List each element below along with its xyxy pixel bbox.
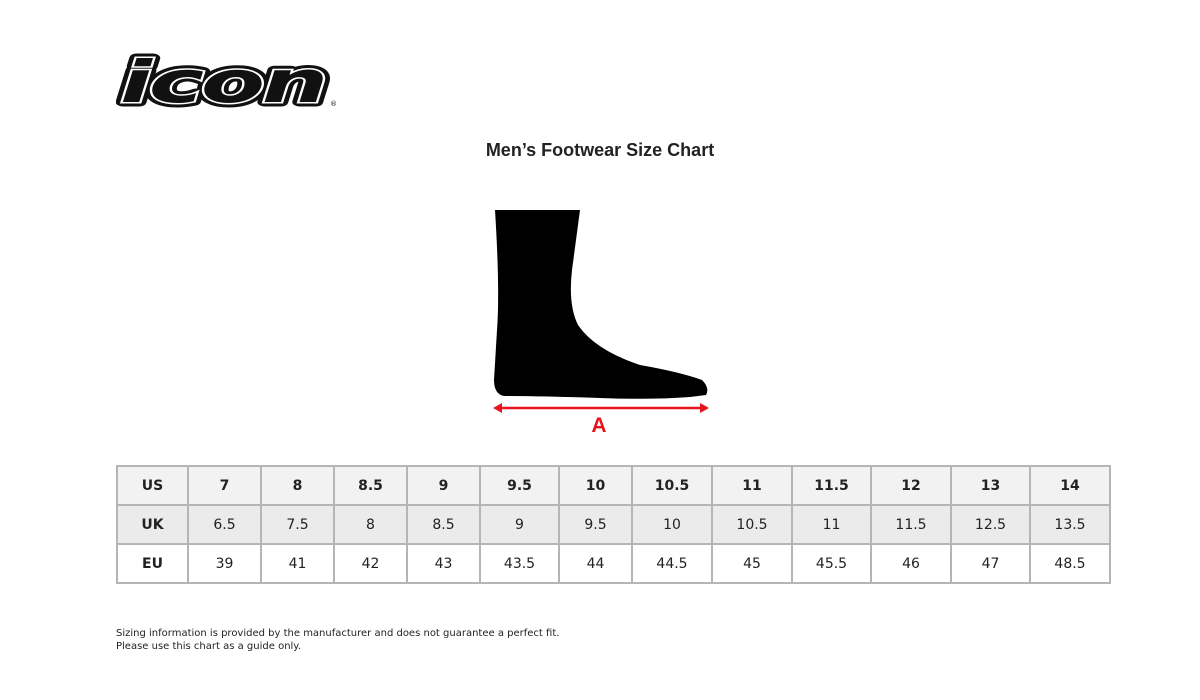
table-cell: 10.5 [711, 504, 793, 545]
table-cell: 11 [711, 465, 793, 506]
disclaimer-line-1: Sizing information is provided by the ma… [116, 628, 560, 639]
table-cell: 48.5 [1029, 543, 1111, 584]
table-cell: 11.5 [870, 504, 952, 545]
table-cell: 46 [870, 543, 952, 584]
row-header: UK [116, 504, 189, 545]
table-cell: 9 [479, 504, 560, 545]
table-cell: 13 [950, 465, 1031, 506]
table-cell: 41 [260, 543, 335, 584]
row-header: EU [116, 543, 189, 584]
table-row-uk: UK 6.5 7.5 8 8.5 9 9.5 10 10.5 11 11.5 12.5 13.5 [116, 504, 1111, 545]
table-cell: 10 [631, 504, 713, 545]
table-cell: 8.5 [333, 465, 408, 506]
table-cell: 8 [333, 504, 408, 545]
table-cell: 8.5 [406, 504, 481, 545]
table-cell: 7 [187, 465, 262, 506]
table-cell: 12 [870, 465, 952, 506]
table-cell: 45.5 [791, 543, 872, 584]
row-header: US [116, 465, 189, 506]
disclaimer-line-2: Please use this chart as a guide only. [116, 641, 301, 652]
page-title: Men’s Footwear Size Chart [485, 140, 715, 160]
table-cell: 39 [187, 543, 262, 584]
table-cell: 11 [791, 504, 872, 545]
svg-text:®: ® [330, 100, 337, 108]
table-cell: 12.5 [950, 504, 1031, 545]
table-cell: 42 [333, 543, 408, 584]
table-cell: 10.5 [631, 465, 713, 506]
boot-diagram: A [493, 210, 709, 437]
table-cell: 44.5 [631, 543, 713, 584]
table-cell: 7.5 [260, 504, 335, 545]
svg-text:icon: icon [120, 50, 325, 110]
size-table: US 7 8 8.5 9 9.5 10 10.5 11 11.5 12 13 14 UK 6.5 7.5 8 8.… [116, 465, 1111, 584]
table-cell: 6.5 [187, 504, 262, 545]
table-row-us: US 7 8 8.5 9 9.5 10 10.5 11 11.5 12 13 14 [116, 465, 1111, 506]
table-cell: 9.5 [479, 465, 560, 506]
table-cell: 14 [1029, 465, 1111, 506]
table-row-eu: EU 39 41 42 43 43.5 44 44.5 45 45.5 46 47 48.5 [116, 543, 1111, 584]
table-cell: 44 [558, 543, 633, 584]
table-cell: 9 [406, 465, 481, 506]
table-cell: 13.5 [1029, 504, 1111, 545]
disclaimer: Sizing information is provided by the ma… [116, 627, 559, 653]
measure-label: A [591, 414, 606, 437]
table-cell: 10 [558, 465, 633, 506]
svg-text:icon: icon [120, 50, 325, 110]
table-cell: 43.5 [479, 543, 560, 584]
table-cell: 8 [260, 465, 335, 506]
table-cell: 45 [711, 543, 793, 584]
table-cell: 9.5 [558, 504, 633, 545]
boot-silhouette [494, 210, 708, 399]
table-cell: 43 [406, 543, 481, 584]
table-cell: 47 [950, 543, 1031, 584]
icon-logo: icon icon icon ® [116, 50, 337, 110]
svg-text:icon: icon [120, 50, 325, 110]
table-cell: 11.5 [791, 465, 872, 506]
